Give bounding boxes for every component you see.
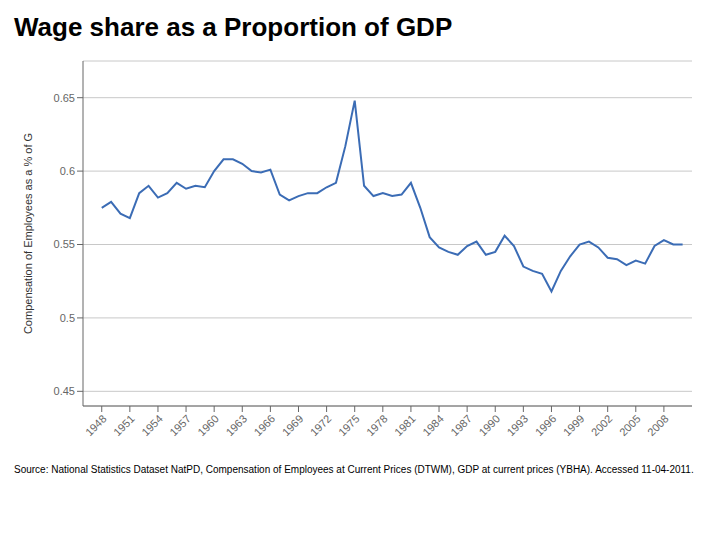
svg-text:1972: 1972 xyxy=(308,412,334,438)
svg-text:1951: 1951 xyxy=(111,412,137,438)
svg-text:1948: 1948 xyxy=(83,412,109,438)
svg-text:1954: 1954 xyxy=(139,412,165,438)
svg-text:1981: 1981 xyxy=(392,412,418,438)
svg-text:0.5: 0.5 xyxy=(60,312,75,324)
html-text:Wage share as a Proportion of: Wage share as a Proportion of GDP xyxy=(14,12,453,42)
svg-text:0.45: 0.45 xyxy=(54,385,75,397)
svg-text:0.55: 0.55 xyxy=(54,238,75,250)
svg-text:1996: 1996 xyxy=(533,412,559,438)
svg-text:1975: 1975 xyxy=(336,412,362,438)
svg-text:1984: 1984 xyxy=(420,412,446,438)
svg-text:1963: 1963 xyxy=(223,412,249,438)
svg-text:Compensation of Employees as a: Compensation of Employees as a % of G xyxy=(22,133,34,334)
svg-text:1966: 1966 xyxy=(252,412,278,438)
svg-text:1957: 1957 xyxy=(167,412,193,438)
svg-text:1990: 1990 xyxy=(476,412,502,438)
svg-text:2002: 2002 xyxy=(589,412,615,438)
svg-text:2008: 2008 xyxy=(645,412,671,438)
svg-text:1960: 1960 xyxy=(195,412,221,438)
svg-text:1987: 1987 xyxy=(448,412,474,438)
svg-text:1993: 1993 xyxy=(504,412,530,438)
svg-text:2005: 2005 xyxy=(617,412,643,438)
svg-text:1969: 1969 xyxy=(280,412,306,438)
svg-text:1978: 1978 xyxy=(364,412,390,438)
svg-text:0.65: 0.65 xyxy=(54,92,75,104)
html-text:Source: National Statistics Da: Source: National Statistics Dataset NatP… xyxy=(14,464,694,475)
svg-text:1999: 1999 xyxy=(561,412,587,438)
svg-text:0.6: 0.6 xyxy=(60,165,75,177)
